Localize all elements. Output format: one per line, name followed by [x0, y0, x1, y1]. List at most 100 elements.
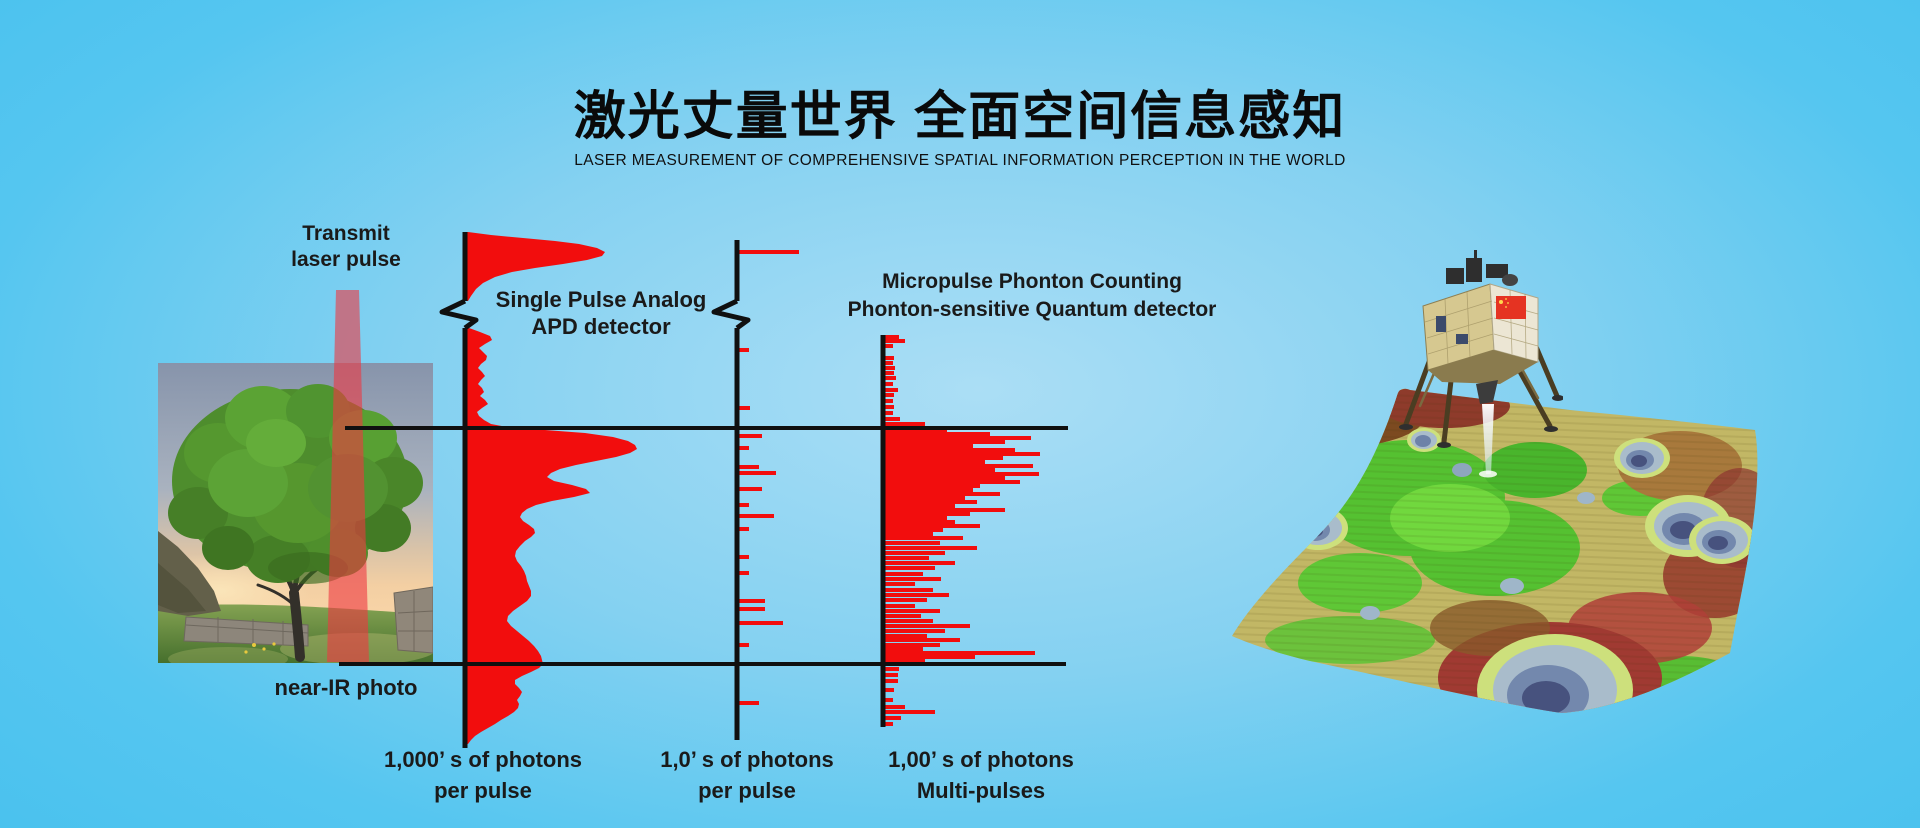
terrain-craters — [1288, 428, 1755, 714]
photon-count-bar — [885, 512, 970, 516]
photon-count-bar — [885, 643, 940, 647]
chart2-caption: 1,0’ s of photons per pulse — [660, 744, 834, 806]
photon-count-bar — [885, 425, 898, 429]
photon-count-bar — [885, 698, 893, 702]
photo-wall-stones — [185, 617, 309, 645]
photon-count-bar — [885, 520, 955, 524]
photon-count-bar — [885, 705, 905, 709]
scanline — [1232, 618, 1758, 642]
near-ir-photo-label: near-IR photo — [274, 675, 418, 700]
photon-count-bar — [885, 411, 893, 415]
photon-count-bar — [739, 527, 749, 531]
chart1-caption: 1,000’ s of photons per pulse — [384, 744, 582, 806]
photon-count-bar — [885, 524, 980, 528]
transmit-laser-pulse-label: Transmit laser pulse — [291, 221, 401, 273]
photon-count-bar — [885, 593, 949, 597]
photon-count-bar — [885, 619, 933, 623]
photon-count-bar — [885, 710, 935, 714]
lander-sensor-left — [1436, 316, 1446, 332]
photon-count-bar — [885, 556, 929, 560]
photon-count-bar — [885, 422, 925, 426]
photon-count-bar — [885, 496, 965, 500]
return-waveform-shape — [465, 328, 637, 744]
photo-flowers — [244, 642, 276, 654]
transmit-label-line1: Transmit — [302, 222, 390, 245]
photon-count-bar — [885, 448, 1015, 452]
lander-flag — [1496, 296, 1526, 319]
photon-count-bar — [885, 366, 895, 370]
apd-detector-label-line1: Single Pulse Analog — [495, 287, 707, 312]
photon-count-bar — [739, 701, 759, 705]
lander-underside — [1428, 350, 1538, 384]
photon-count-bar — [739, 465, 759, 469]
photo-crag-shadow — [158, 563, 206, 613]
photon-count-bar — [885, 468, 995, 472]
chart3-caption: 1,00’ s of photons Multi-pulses — [888, 744, 1074, 806]
photon-count-bar — [885, 688, 894, 692]
axis-break-zigzag — [711, 298, 751, 331]
photon-count-bar — [885, 382, 893, 386]
scanline — [1232, 597, 1758, 621]
photon-count-bar — [885, 566, 935, 570]
photon-count-bar — [885, 598, 927, 602]
photon-count-bar — [885, 609, 940, 613]
photon-count-bar — [885, 335, 899, 339]
quantum-detector-label-line1: Micropulse Phonton Counting — [882, 270, 1182, 293]
photon-count-bar — [885, 629, 945, 633]
scanline — [1232, 569, 1758, 593]
photon-count-bar — [885, 476, 1005, 480]
lander-sensor-mid — [1456, 334, 1468, 344]
page-subtitle: LASER MEASUREMENT OF COMPREHENSIVE SPATI… — [574, 152, 1346, 169]
lander-flag-stars — [1499, 298, 1509, 308]
photon-count-bar — [739, 571, 749, 575]
scanline — [1232, 604, 1758, 628]
crater-dot — [1360, 606, 1380, 620]
crater-right-top — [1614, 438, 1670, 478]
photon-count-bar — [885, 638, 960, 642]
photon-count-bar — [885, 546, 977, 550]
quantum-detector-label: Micropulse Phonton Counting Phonton-sens… — [848, 268, 1217, 324]
crater-dot — [1452, 463, 1472, 477]
axis-break-zigzag — [439, 298, 479, 331]
scanline — [1232, 709, 1758, 714]
scanline — [1210, 717, 1770, 723]
photon-count-bar — [885, 541, 940, 545]
photon-count-bar — [739, 446, 749, 450]
scanline — [1232, 646, 1758, 670]
photon-count-bar — [739, 250, 799, 254]
photon-count-bar — [739, 599, 765, 603]
photon-count-bar — [885, 716, 901, 720]
terrain-model — [1210, 388, 1770, 723]
photon-count-bar — [885, 452, 1040, 456]
lander-body-right-face — [1489, 283, 1539, 363]
photon-count-bar — [885, 440, 1005, 444]
photon-count-bar — [885, 436, 1031, 440]
chart2-caption-line1: 1,0’ s of photons — [660, 747, 834, 772]
photon-count-bar — [885, 344, 893, 348]
photon-count-bar — [885, 532, 933, 536]
quantum-detector-label-line2: Phonton-sensitive Quantum detector — [847, 298, 1217, 321]
photo-ruin-stones — [397, 591, 433, 651]
scanline — [1232, 625, 1758, 649]
photon-count-bar — [885, 456, 1003, 460]
photon-count-bar — [885, 647, 923, 651]
photon-count-bar — [885, 484, 980, 488]
photon-count-bar — [739, 643, 749, 647]
photon-count-bar — [739, 621, 783, 625]
photon-count-bar — [885, 388, 898, 392]
chart2-caption-line2: per pulse — [698, 778, 796, 803]
photon-count-bar — [885, 432, 990, 436]
scanline — [1232, 702, 1758, 714]
photon-counting-sparse-ticks — [711, 240, 799, 740]
scanline — [1232, 611, 1758, 635]
photon-count-bar — [885, 516, 947, 520]
photon-count-bar — [885, 405, 894, 409]
photon-count-bar — [885, 582, 915, 586]
photon-count-bar — [739, 503, 749, 507]
scanline — [1232, 562, 1758, 586]
photon-count-bar — [885, 588, 933, 592]
photon-count-bar — [739, 555, 749, 559]
photo-path2 — [168, 647, 288, 663]
lander-engine-nozzle — [1476, 380, 1498, 404]
